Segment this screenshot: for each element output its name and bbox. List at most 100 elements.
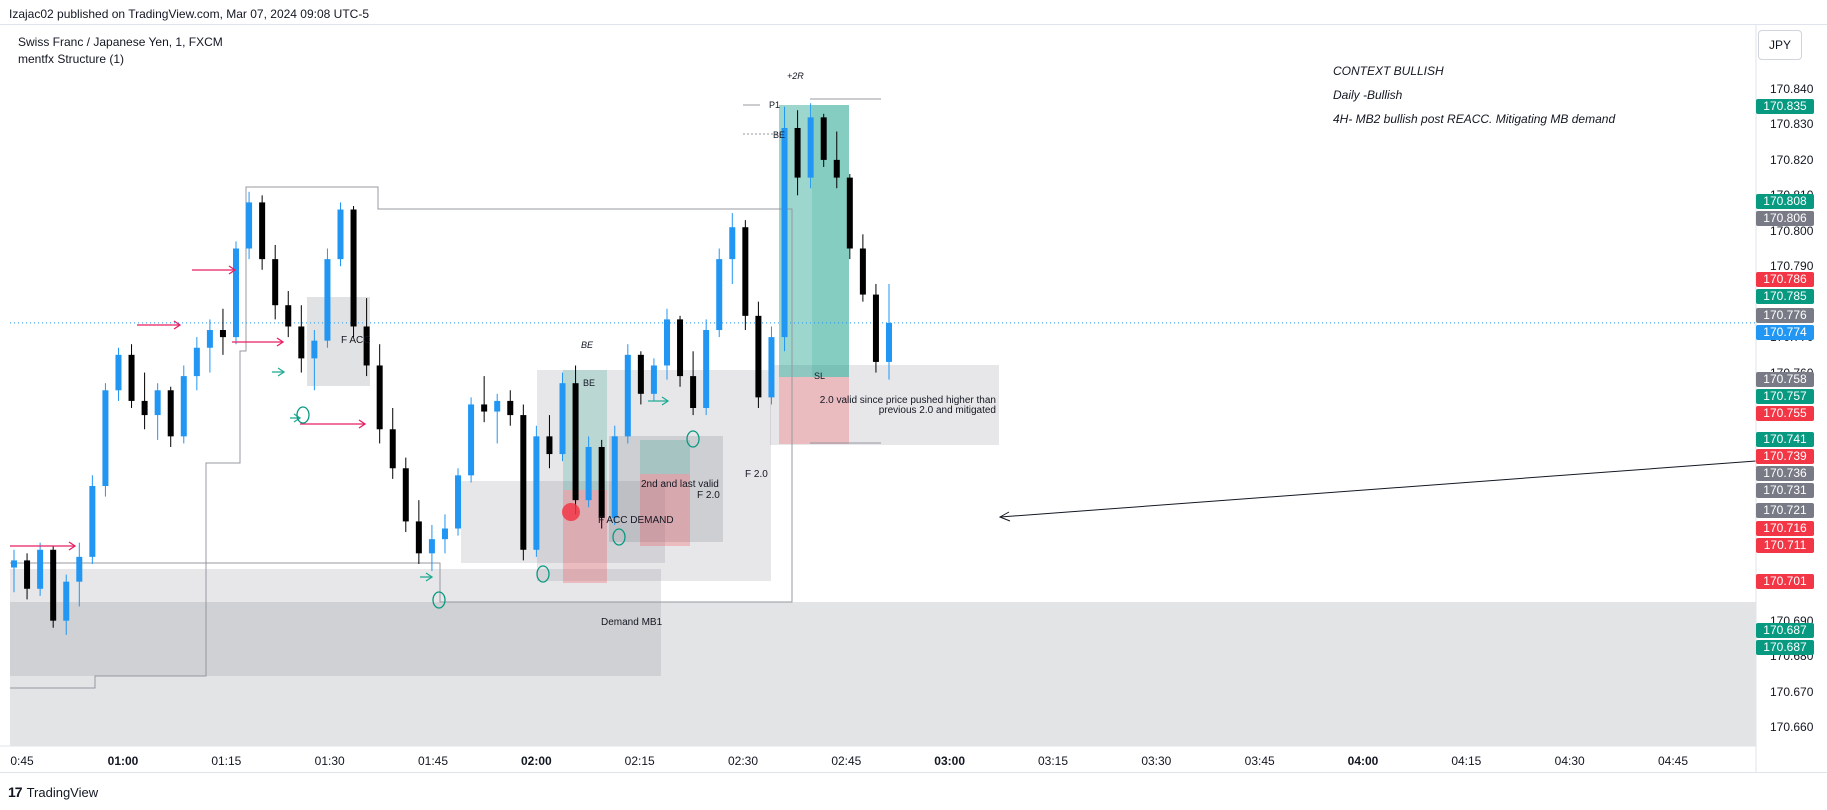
candle-body (128, 354, 135, 401)
zone-box (461, 481, 665, 563)
candle-body (389, 429, 396, 469)
candle-body (794, 127, 801, 178)
time-tick-label: 04:45 (1657, 754, 1689, 768)
candle-body (219, 330, 226, 338)
candle-body (350, 209, 357, 327)
candle-body (415, 521, 422, 554)
target-zone-2r (812, 105, 849, 377)
currency-button[interactable]: JPY (1758, 30, 1802, 60)
stop-zone (779, 377, 849, 444)
swing-circle (612, 528, 626, 546)
arrow-head (68, 541, 77, 551)
candle-body (520, 415, 527, 550)
f-acc-demand-label: F ACC DEMAND (598, 515, 674, 526)
candle-body (285, 305, 292, 327)
candle-body (507, 400, 514, 416)
structure-line (10, 186, 793, 689)
candle-body (559, 383, 566, 455)
price-tick-label: 170.830 (1770, 117, 1814, 132)
target-zone-2r (779, 105, 849, 377)
time-tick-label: 02:00 (520, 754, 552, 768)
candle-body (102, 390, 109, 486)
candle-body (206, 330, 213, 348)
footer-brand[interactable]: 17 TradingView (8, 784, 98, 800)
candle-body (637, 354, 644, 394)
price-badge: 170.755 (1756, 405, 1814, 421)
valid-note-line: 2.0 valid since price pushed higher than (819, 395, 996, 406)
structure-layer (10, 98, 1756, 689)
be-label: BE (583, 378, 596, 388)
price-badge: 170.687 (1756, 623, 1814, 639)
p1-label: P1 (769, 100, 781, 110)
candle-body (272, 259, 279, 306)
candle-body (441, 528, 448, 540)
swing-circle (686, 430, 700, 448)
time-tick-label: 01:30 (314, 754, 345, 768)
time-tick-label: 01:00 (107, 754, 139, 768)
candle-body (546, 436, 553, 455)
plus2r-label: +2R (787, 71, 804, 81)
candle-body (428, 539, 435, 554)
candle-body (859, 248, 866, 295)
candle-body (154, 390, 161, 416)
candle-body (376, 365, 383, 430)
time-tick-label: 04:00 (1347, 754, 1379, 768)
price-tick-label: 170.670 (1770, 684, 1814, 699)
price-tick-label: 170.800 (1770, 223, 1814, 238)
f-acc-label: F ACC (341, 335, 371, 346)
time-tick-label: 03:30 (1141, 754, 1172, 768)
candle-body (533, 436, 540, 550)
candle-body (481, 404, 488, 412)
candle-body (50, 549, 57, 621)
annotation-marks-layer (10, 265, 1757, 609)
f-acc-zone (307, 297, 370, 386)
price-tick-label: 170.820 (1770, 152, 1814, 167)
demand-mb1-zone (10, 569, 661, 676)
arrow-head (661, 396, 670, 406)
indicator-name[interactable]: mentfx Structure (1) (18, 52, 125, 66)
price-badge: 170.687 (1756, 640, 1814, 656)
zones-layer (10, 105, 1756, 746)
time-tick-label: 02:30 (727, 754, 759, 768)
target-zone (640, 440, 690, 474)
price-chart[interactable] (0, 25, 1827, 772)
price-badge: 170.758 (1756, 371, 1814, 387)
price-badge: 170.701 (1756, 573, 1814, 589)
f20-label: F 2.0 (745, 469, 768, 480)
price-badge: 170.776 (1756, 307, 1814, 323)
arrow-head (173, 320, 182, 330)
price-tick-label: 170.790 (1770, 259, 1814, 274)
be-label: BE (773, 130, 786, 140)
valid-note-line: previous 2.0 and mitigated (878, 405, 996, 416)
candle-body (677, 319, 684, 377)
candle-body (24, 560, 31, 589)
f20-label: F 2.0 (697, 490, 720, 501)
price-badge: 170.731 (1756, 482, 1814, 498)
candle-body (89, 485, 96, 557)
symbol-title: Swiss Franc / Japanese Yen, 1, FXCM (18, 35, 223, 49)
context-note: CONTEXT BULLISH (1333, 64, 1444, 78)
candle-body (872, 294, 879, 362)
candle-body (768, 337, 775, 398)
time-tick-label: 04:30 (1554, 754, 1585, 768)
chart-legend: Swiss Franc / Japanese Yen, 1, FXCM ment… (18, 34, 223, 68)
candle-body (11, 560, 17, 568)
price-tick-label: 170.660 (1770, 720, 1814, 734)
price-badge: 170.774 (1756, 324, 1814, 340)
price-badge: 170.721 (1756, 502, 1814, 518)
candle-body (886, 322, 892, 362)
candle-body (781, 127, 788, 338)
candle-body (324, 259, 331, 341)
arrow-head (358, 419, 367, 429)
price-tick-label: 170.840 (1770, 82, 1814, 96)
candle-body (167, 390, 174, 437)
candle-body (311, 340, 318, 359)
brand-name: TradingView (26, 784, 99, 800)
time-tick-label: 03:45 (1244, 754, 1275, 768)
candle-body (742, 227, 749, 316)
arrow-head (228, 265, 237, 275)
pointer-arrow (999, 460, 1757, 518)
demand-zone (10, 602, 1756, 746)
candle-body (141, 400, 148, 416)
time-tick-label: 02:45 (831, 754, 862, 768)
